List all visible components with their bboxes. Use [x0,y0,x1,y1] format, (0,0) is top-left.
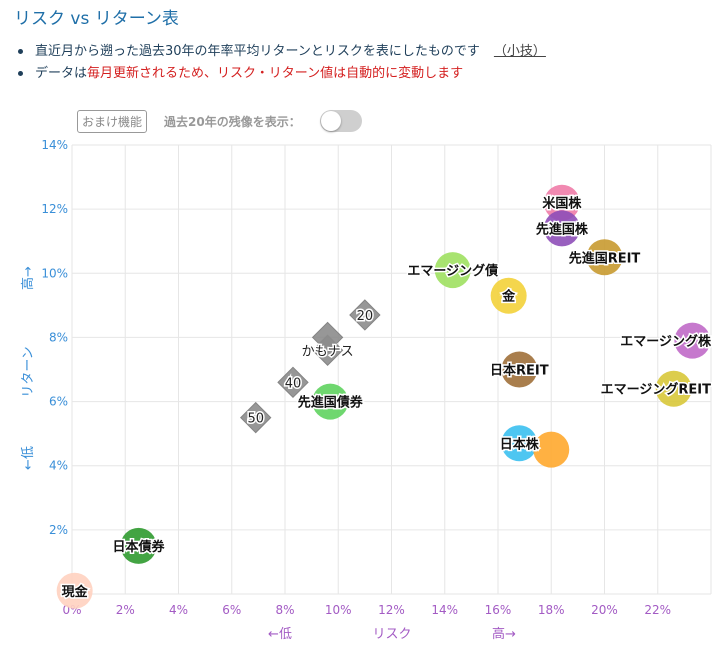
asset-point-marker [655,370,692,407]
asset-label: 先進国債券 [298,395,364,411]
y-tick-label: 12% [41,202,68,216]
afterimage-toggle[interactable] [320,110,362,132]
x-axis-high-label: 高→ [492,626,516,642]
bullet-icon [18,49,23,54]
note-2-warning: 毎月更新されるため、リスク・リターン値は自動的に変動します [87,66,464,81]
asset-label: エマージング株 [620,334,712,350]
asset-point-marker [312,383,349,420]
x-tick-label: 20% [591,603,618,617]
asset-label: 先進国REIT [569,250,641,266]
x-tick-label: 2% [116,603,135,617]
afterimage-toggle-label: 過去20年の残像を表示： [164,115,301,129]
bonus-feature-badge: おまけ機能 [77,110,148,133]
asset-label: エマージングREIT [601,382,711,398]
y-tick-label: 4% [49,459,68,473]
x-tick-label: 16% [485,603,512,617]
asset-label: 日本株 [500,436,540,452]
asset-label: 日本REIT [490,363,549,379]
x-tick-label: 18% [538,603,565,617]
asset-point-marker [543,210,580,247]
x-tick-label: 14% [431,603,458,617]
portfolio-diamond-marker [349,299,381,331]
y-tick-label: 14% [41,138,68,152]
note-2-prefix: データは [35,66,88,81]
x-tick-label: 6% [222,603,241,617]
y-tick-label: 8% [49,330,68,344]
page-title: リスク vs リターン表 [14,9,179,29]
toggle-knob[interactable] [321,111,341,131]
asset-point-marker [501,351,538,388]
y-axis-title: リターン [21,346,36,397]
x-tick-label: 4% [169,603,188,617]
portfolio-diamond-marker [277,366,309,399]
asset-label: 先進国株 [536,221,589,237]
asset-label: 米国株 [542,196,582,212]
asset-point-marker [674,322,711,359]
portfolio-label: 40 [285,376,302,391]
asset-label: 金 [501,289,516,305]
asset-point-marker [533,431,570,468]
portfolio-label: 20 [357,309,374,324]
portfolio-label: 50 [247,412,264,427]
y-tick-label: 6% [49,395,68,409]
bullet-icon [18,71,23,76]
asset-point-marker [434,252,471,289]
asset-point-marker [543,184,580,221]
asset-label: 日本債券 [113,539,166,555]
x-axis-title: リスク [372,627,411,642]
tips-link[interactable]: （小技） [493,44,546,59]
asset-point-marker [586,239,623,276]
x-tick-label: 22% [644,603,671,617]
asset-point-marker [490,277,527,314]
x-tick-label: 8% [275,603,294,617]
portfolio-diamond-marker [311,321,344,354]
portfolio-diamond-marker [240,401,272,434]
y-axis-low-label: ←低 [21,446,36,470]
y-tick-label: 10% [41,266,68,280]
x-axis-low-label: ←低 [268,627,292,642]
asset-point-marker [120,527,157,564]
note-1-text: 直近月から遡った過去30年の年率平均リターンとリスクを表にしたものです [35,44,480,59]
asset-label: エマージング債 [407,263,498,279]
note-1: 直近月から遡った過去30年の年率平均リターンとリスクを表にしたものです （小技） [18,40,546,59]
note-2: データは毎月更新されるため、リスク・リターン値は自動的に変動します [18,62,463,81]
asset-point-marker [56,572,93,609]
asset-label: 現金 [62,584,89,600]
x-tick-label: 10% [325,603,352,617]
y-axis-high-label: 高→ [20,266,36,290]
asset-point-marker [501,425,538,462]
x-tick-label: 12% [378,603,405,617]
portfolio-label: かもナス [302,344,354,359]
y-tick-label: 2% [49,523,68,537]
